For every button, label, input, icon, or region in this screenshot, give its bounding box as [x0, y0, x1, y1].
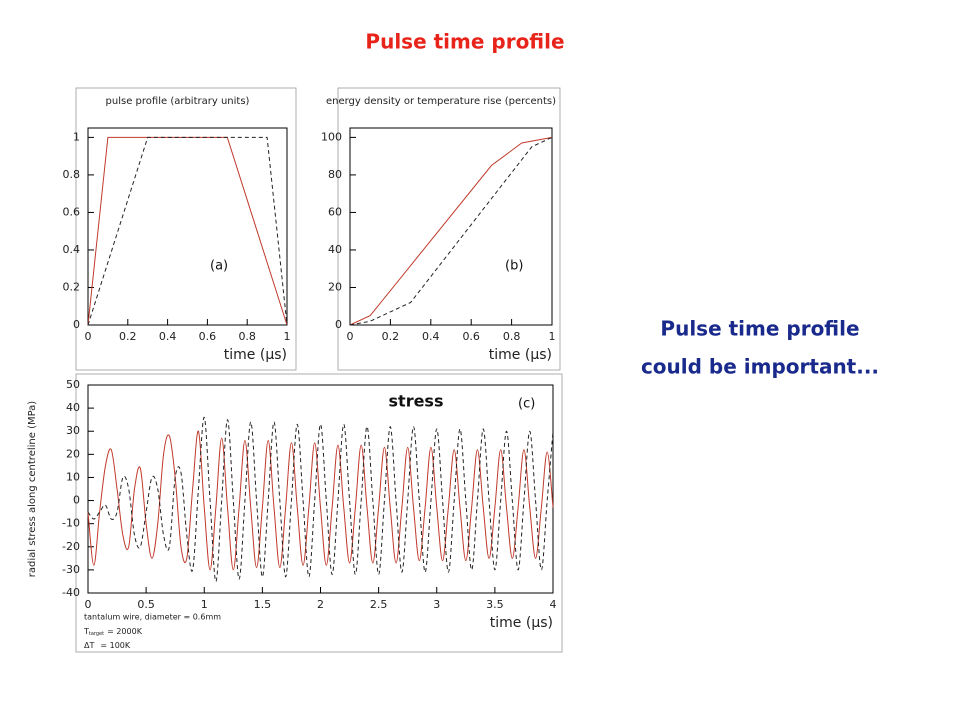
- x-tick-label: 0.4: [422, 330, 440, 343]
- chart-frame: [337, 87, 561, 371]
- y-tick-label: 30: [66, 424, 80, 437]
- x-tick-label: 2: [317, 598, 324, 611]
- x-tick-label: 2.5: [370, 598, 388, 611]
- x-tick-label: 1: [201, 598, 208, 611]
- y-tick-label: 0: [73, 494, 80, 507]
- x-tick-label: 0.2: [119, 330, 137, 343]
- y-tick-label: 0: [335, 318, 342, 331]
- series-line: [349, 136, 553, 326]
- chart-frame: [75, 87, 297, 371]
- y-tick-label: 20: [66, 447, 80, 460]
- footnote-symbol: T: [83, 627, 89, 636]
- note-line: Pulse time profile: [660, 317, 859, 341]
- x-tick-label: 0.6: [199, 330, 217, 343]
- x-tick-label: 1: [549, 330, 556, 343]
- x-axis-label: time (μs): [224, 347, 287, 363]
- x-tick-label: 3.5: [486, 598, 504, 611]
- y-tick-label: 1: [73, 130, 80, 143]
- x-tick-label: 0.8: [238, 330, 256, 343]
- x-axis-label: time (μs): [490, 615, 553, 631]
- series-line: [349, 136, 553, 326]
- y-tick-label: -30: [62, 563, 80, 576]
- series-line: [87, 136, 288, 326]
- x-tick-label: 4: [550, 598, 557, 611]
- x-tick-label: 0: [85, 330, 92, 343]
- annotation: (c): [518, 397, 535, 412]
- x-tick-label: 0.6: [462, 330, 480, 343]
- y-tick-label: 0.4: [63, 243, 81, 256]
- series-line: [87, 136, 288, 326]
- y-tick-label: 0.6: [63, 205, 81, 218]
- annotation: (b): [505, 259, 523, 274]
- annotation: stress: [389, 392, 444, 411]
- y-tick-label: -40: [62, 586, 80, 599]
- x-tick-label: 0: [85, 598, 92, 611]
- x-axis-label: time (μs): [489, 347, 552, 363]
- x-tick-label: 1: [284, 330, 291, 343]
- x-tick-label: 0.4: [159, 330, 177, 343]
- footnote-sub: target: [89, 631, 104, 637]
- y-tick-label: 0.8: [63, 168, 81, 181]
- x-tick-label: 0.5: [137, 598, 155, 611]
- series-line: [87, 416, 554, 582]
- y-tick-label: -20: [62, 540, 80, 553]
- y-axis-label: radial stress along centreline (MPa): [27, 401, 38, 578]
- y-tick-label: 0.2: [63, 280, 81, 293]
- footnote-text: = 100K: [100, 641, 131, 650]
- chart-title: pulse profile (arbitrary units): [106, 96, 250, 107]
- x-tick-label: 0.8: [503, 330, 521, 343]
- series-line: [87, 430, 554, 571]
- x-tick-label: 0: [347, 330, 354, 343]
- footnote: Ttarget = 2000K: [83, 627, 143, 637]
- annotation: (a): [210, 259, 228, 274]
- footnote-text: = 2000K: [107, 627, 143, 636]
- y-tick-label: -10: [62, 517, 80, 530]
- footnote-symbol: ΔT: [84, 641, 94, 650]
- x-tick-label: 3: [433, 598, 440, 611]
- chart-title: energy density or temperature rise (perc…: [326, 96, 556, 107]
- y-tick-label: 50: [66, 378, 80, 391]
- footnote: ΔT = 100K: [84, 641, 131, 650]
- chart-frame: [75, 373, 563, 653]
- note-line: could be important...: [641, 355, 879, 379]
- slide-title: Pulse time profile: [365, 30, 564, 54]
- plot-area: [349, 127, 553, 326]
- footnote: tantalum wire, diameter = 0.6mm: [84, 613, 221, 622]
- y-tick-label: 60: [328, 205, 342, 218]
- y-tick-label: 40: [328, 243, 342, 256]
- x-tick-label: 0.2: [382, 330, 400, 343]
- y-tick-label: 0: [73, 318, 80, 331]
- y-tick-label: 80: [328, 168, 342, 181]
- y-tick-label: 20: [328, 280, 342, 293]
- x-tick-label: 1.5: [254, 598, 272, 611]
- y-tick-label: 100: [321, 130, 342, 143]
- plot-area: [87, 127, 288, 326]
- y-tick-label: 10: [66, 470, 80, 483]
- y-tick-label: 40: [66, 401, 80, 414]
